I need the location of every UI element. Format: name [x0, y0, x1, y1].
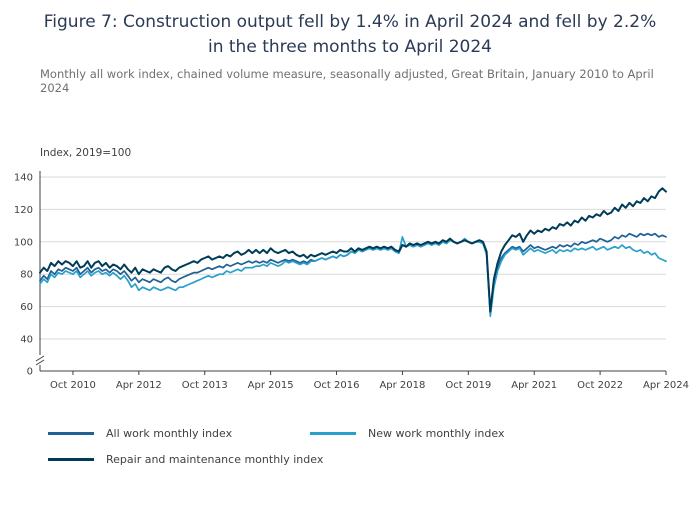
new-work-legend-label: New work monthly index	[368, 427, 505, 441]
y-axis-unit-label: Index, 2019=100	[40, 147, 132, 160]
legend-row-1: All work monthly index New work monthly …	[48, 427, 680, 440]
legend-row-2: Repair and maintenance monthly index	[48, 453, 680, 466]
figure-subtitle: Monthly all work index, chained volume m…	[40, 67, 654, 96]
svg-text:80: 80	[20, 270, 33, 281]
svg-text:Oct 2013: Oct 2013	[182, 380, 228, 391]
svg-text:60: 60	[20, 302, 33, 313]
all-work-legend-label: All work monthly index	[106, 427, 233, 441]
repair-maintenance-legend-label: Repair and maintenance monthly index	[106, 453, 324, 467]
legend-item-new-work: New work monthly index	[310, 427, 504, 440]
legend-item-all-work: All work monthly index	[48, 427, 310, 440]
svg-text:Oct 2019: Oct 2019	[445, 380, 491, 391]
all-work-line-swatch	[48, 432, 94, 436]
svg-text:0: 0	[27, 367, 33, 378]
svg-text:Apr 2018: Apr 2018	[379, 380, 425, 391]
chart-area: 0 40 60 80 100 120 140 Oct 2010 Apr 2012 Oct 2013…	[14, 159, 689, 397]
svg-text:Oct 2022: Oct 2022	[577, 380, 623, 391]
svg-text:120: 120	[14, 205, 33, 216]
figure-container: Figure 7: Construction output fell by 1.…	[0, 10, 700, 466]
svg-text:Apr 2015: Apr 2015	[248, 380, 294, 391]
legend-item-repair-maintenance: Repair and maintenance monthly index	[48, 453, 323, 466]
svg-text:Oct 2010: Oct 2010	[50, 380, 96, 391]
svg-text:Apr 2021: Apr 2021	[511, 380, 557, 391]
svg-text:Apr 2012: Apr 2012	[116, 380, 162, 391]
svg-text:Apr 2024: Apr 2024	[643, 380, 689, 391]
figure-title: Figure 7: Construction output fell by 1.…	[43, 12, 657, 57]
new-work-line-swatch	[310, 432, 356, 436]
svg-text:40: 40	[20, 335, 33, 346]
repair-maintenance-line-swatch	[48, 458, 94, 462]
construction-output-line-chart: 0 40 60 80 100 120 140 Oct 2010 Apr 2012 Oct 2013…	[14, 171, 689, 391]
svg-text:100: 100	[14, 238, 33, 249]
svg-text:Oct 2016: Oct 2016	[314, 380, 360, 391]
chart-legend: All work monthly index New work monthly …	[48, 427, 680, 466]
svg-text:140: 140	[14, 173, 33, 184]
